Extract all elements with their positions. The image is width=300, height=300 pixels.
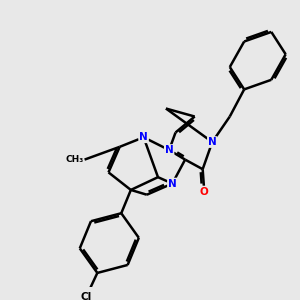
Text: Cl: Cl (80, 292, 92, 300)
Text: N: N (208, 137, 217, 147)
Text: N: N (139, 132, 148, 142)
Text: N: N (165, 145, 173, 155)
Text: O: O (200, 187, 208, 196)
Text: N: N (168, 178, 177, 189)
Text: CH₃: CH₃ (65, 155, 84, 164)
